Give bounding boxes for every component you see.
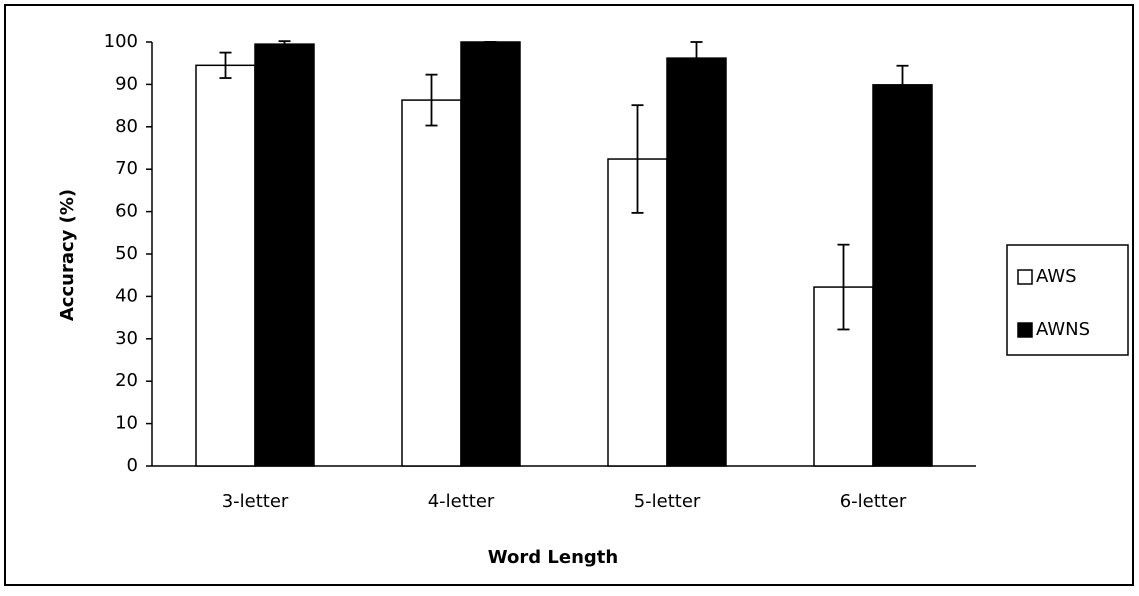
y-tick-label: 20 [115,370,138,391]
error-bar [896,64,909,105]
error-bar [837,243,850,331]
y-tick-label: 0 [127,455,138,476]
bar [460,41,521,467]
error-bar [278,40,291,48]
bar [401,99,462,467]
error-bar [690,41,703,76]
x-tick-label: 3-letter [222,491,289,512]
x-tick-label: 6-letter [840,491,907,512]
legend-swatch [1017,322,1033,338]
y-tick-label: 60 [115,201,138,222]
bar [666,57,727,467]
y-tick-label: 70 [115,158,138,179]
y-tick-label: 100 [104,31,138,52]
legend-swatch [1017,269,1033,285]
x-tick-label: 4-letter [428,491,495,512]
y-axis-label: Accuracy (%) [57,189,78,321]
bar [872,84,933,467]
y-tick-label: 80 [115,116,138,137]
y-tick-label: 50 [115,243,138,264]
error-bar [631,104,644,214]
bar [195,64,256,467]
legend-label: AWS [1036,266,1077,287]
legend-label: AWNS [1036,319,1090,340]
error-bar [219,51,232,79]
chart-frame [4,4,1134,586]
y-tick-label: 40 [115,285,138,306]
y-tick-label: 90 [115,73,138,94]
y-tick-label: 10 [115,413,138,434]
bar [254,43,315,467]
error-bar [425,73,438,127]
x-tick-label: 5-letter [634,491,701,512]
y-tick-label: 30 [115,328,138,349]
x-axis-label: Word Length [488,547,618,568]
